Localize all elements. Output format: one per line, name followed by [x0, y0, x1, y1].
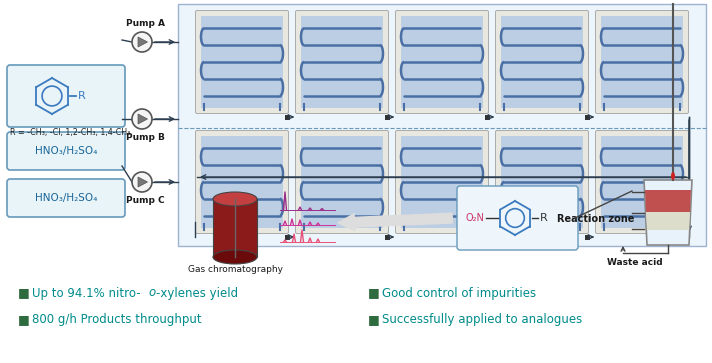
FancyBboxPatch shape: [301, 16, 383, 108]
Bar: [285, 234, 290, 240]
FancyBboxPatch shape: [395, 131, 488, 233]
FancyBboxPatch shape: [496, 11, 589, 114]
Polygon shape: [644, 180, 692, 245]
Text: Pump C: Pump C: [126, 196, 164, 205]
Text: 800 g/h Products throughput: 800 g/h Products throughput: [32, 314, 201, 326]
FancyBboxPatch shape: [501, 16, 583, 108]
FancyBboxPatch shape: [496, 131, 589, 233]
FancyBboxPatch shape: [595, 11, 689, 114]
Text: R = -CH₃, -Cl, 1,2-CH₃, 1,4-CH₃: R = -CH₃, -Cl, 1,2-CH₃, 1,4-CH₃: [10, 128, 130, 137]
FancyBboxPatch shape: [295, 131, 389, 233]
Text: ■: ■: [368, 286, 379, 299]
Text: HNO₃/H₂SO₄: HNO₃/H₂SO₄: [35, 193, 97, 203]
FancyBboxPatch shape: [201, 136, 283, 228]
Text: Successfully applied to analogues: Successfully applied to analogues: [382, 314, 582, 326]
FancyBboxPatch shape: [295, 11, 389, 114]
Ellipse shape: [213, 250, 257, 264]
Text: Reaction zone: Reaction zone: [557, 214, 634, 224]
Bar: [384, 234, 389, 240]
FancyBboxPatch shape: [201, 16, 283, 108]
FancyBboxPatch shape: [7, 179, 125, 217]
FancyBboxPatch shape: [401, 16, 483, 108]
FancyBboxPatch shape: [395, 11, 488, 114]
Bar: [213, 199, 257, 257]
Circle shape: [132, 32, 152, 52]
Text: ■: ■: [368, 314, 379, 326]
FancyArrowPatch shape: [337, 213, 452, 231]
FancyBboxPatch shape: [595, 131, 689, 233]
Circle shape: [132, 109, 152, 129]
FancyBboxPatch shape: [601, 16, 683, 108]
Bar: [484, 114, 490, 119]
Polygon shape: [138, 37, 147, 47]
Text: R: R: [540, 213, 548, 223]
Text: R: R: [78, 91, 85, 101]
Text: o: o: [148, 286, 155, 299]
Ellipse shape: [213, 192, 257, 206]
Bar: [285, 114, 290, 119]
Text: ■: ■: [18, 286, 30, 299]
Circle shape: [132, 172, 152, 192]
Text: -xylenes yield: -xylenes yield: [156, 286, 238, 299]
Text: Pump B: Pump B: [125, 133, 164, 142]
Text: ■: ■: [18, 314, 30, 326]
FancyBboxPatch shape: [457, 186, 578, 250]
Text: Waste acid: Waste acid: [607, 258, 663, 267]
Text: Good control of impurities: Good control of impurities: [382, 286, 536, 299]
Text: O₂N: O₂N: [465, 213, 484, 223]
FancyBboxPatch shape: [7, 65, 125, 127]
Polygon shape: [138, 114, 147, 124]
FancyBboxPatch shape: [196, 131, 288, 233]
FancyBboxPatch shape: [301, 136, 383, 228]
Polygon shape: [138, 177, 147, 187]
Polygon shape: [646, 212, 690, 230]
Polygon shape: [645, 190, 691, 212]
Text: Pump A: Pump A: [125, 19, 164, 28]
Bar: [484, 234, 490, 240]
FancyBboxPatch shape: [178, 4, 706, 246]
FancyBboxPatch shape: [501, 136, 583, 228]
Bar: [585, 114, 590, 119]
Text: Gas chromatography: Gas chromatography: [187, 265, 283, 274]
FancyBboxPatch shape: [401, 136, 483, 228]
Bar: [384, 114, 389, 119]
Bar: [585, 234, 590, 240]
FancyBboxPatch shape: [601, 136, 683, 228]
Ellipse shape: [671, 172, 675, 180]
Text: Up to 94.1% nitro-: Up to 94.1% nitro-: [32, 286, 141, 299]
FancyBboxPatch shape: [196, 11, 288, 114]
FancyBboxPatch shape: [7, 132, 125, 170]
Text: HNO₃/H₂SO₄: HNO₃/H₂SO₄: [35, 146, 97, 156]
